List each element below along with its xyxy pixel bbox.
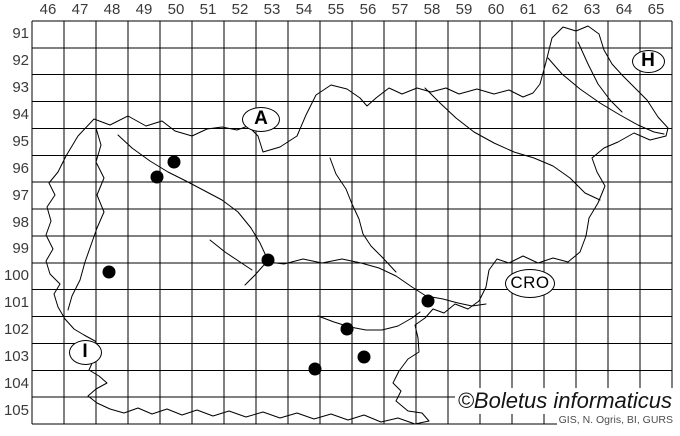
country-label-h: H — [631, 49, 665, 73]
row-label-91: 91 — [12, 25, 29, 43]
col-label-53: 53 — [263, 1, 281, 18]
occurrence-dot — [308, 362, 322, 376]
country-border-path — [45, 25, 669, 425]
row-label-96: 96 — [12, 159, 29, 177]
country-border — [45, 25, 669, 425]
river-path — [424, 87, 601, 201]
country-label-text: H — [641, 50, 655, 71]
river-path — [317, 311, 421, 331]
country-label-text: A — [254, 108, 268, 129]
row-label-100: 100 — [3, 267, 29, 285]
river-path — [67, 127, 105, 311]
col-label-65: 65 — [647, 1, 665, 18]
country-label-i: I — [68, 339, 102, 365]
river-path — [547, 57, 665, 135]
row-label-104: 104 — [3, 374, 29, 392]
grid-lines — [31, 20, 673, 425]
occurrence-dot — [167, 155, 181, 169]
col-label-60: 60 — [487, 1, 505, 18]
row-label-97: 97 — [12, 186, 29, 204]
col-label-55: 55 — [327, 1, 345, 18]
occurrence-dot — [102, 265, 116, 279]
country-label-text: I — [82, 341, 88, 362]
river-path — [209, 239, 253, 271]
occurrence-dot — [340, 322, 354, 336]
river-path — [577, 41, 623, 113]
row-label-105: 105 — [3, 401, 29, 419]
row-label-98: 98 — [12, 213, 29, 231]
col-label-56: 56 — [359, 1, 377, 18]
col-label-59: 59 — [455, 1, 473, 18]
occurrence-dot — [261, 253, 275, 267]
col-label-62: 62 — [551, 1, 569, 18]
attribution-text: GIS, N. Ogris, BI, GURS — [556, 414, 675, 426]
country-label-a: A — [242, 106, 280, 132]
col-label-63: 63 — [583, 1, 601, 18]
col-label-46: 46 — [39, 1, 57, 18]
occurrence-dot — [150, 170, 164, 184]
river-path — [117, 134, 269, 263]
row-label-101: 101 — [3, 294, 29, 312]
col-label-61: 61 — [519, 1, 537, 18]
watermark-text: ©Boletus informaticus — [454, 388, 675, 414]
col-label-58: 58 — [423, 1, 441, 18]
row-label-99: 99 — [12, 240, 29, 258]
row-label-102: 102 — [3, 320, 29, 338]
col-label-64: 64 — [615, 1, 633, 18]
col-label-49: 49 — [135, 1, 153, 18]
row-label-92: 92 — [12, 52, 29, 70]
col-label-52: 52 — [231, 1, 249, 18]
row-label-95: 95 — [12, 132, 29, 150]
occurrence-dot — [357, 350, 371, 364]
col-label-48: 48 — [103, 1, 121, 18]
river-path — [267, 258, 487, 307]
col-label-47: 47 — [71, 1, 89, 18]
row-label-103: 103 — [3, 347, 29, 365]
col-label-50: 50 — [167, 1, 185, 18]
occurrence-dots — [102, 155, 435, 376]
occurrence-dot — [421, 294, 435, 308]
rivers — [67, 41, 665, 331]
river-path — [329, 157, 397, 273]
col-label-57: 57 — [391, 1, 409, 18]
row-label-94: 94 — [12, 106, 29, 124]
country-label-cro: CRO — [505, 268, 555, 298]
col-label-54: 54 — [295, 1, 313, 18]
col-label-51: 51 — [199, 1, 217, 18]
row-label-93: 93 — [12, 79, 29, 97]
country-label-text: CRO — [510, 273, 550, 292]
